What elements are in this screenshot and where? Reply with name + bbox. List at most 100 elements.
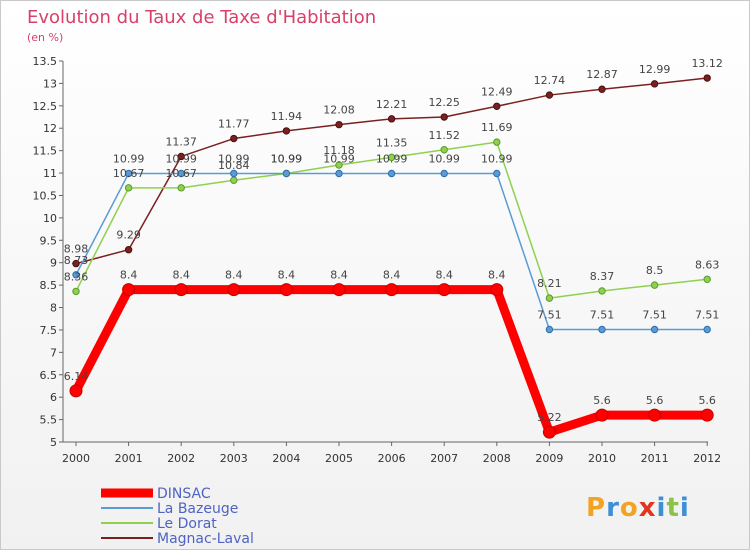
data-point-dinsac (227, 283, 241, 297)
data-label-magnac-laval: 12.87 (586, 68, 618, 81)
data-point-le-dorat (72, 287, 80, 296)
y-tick-label: 9 (50, 257, 57, 270)
data-label-la-bazeuge: 10.99 (428, 153, 460, 166)
data-label-la-bazeuge: 10.99 (323, 153, 355, 166)
data-point-magnac-laval (177, 152, 185, 161)
y-tick-label: 10 (43, 212, 57, 225)
data-point-la-bazeuge (598, 325, 606, 334)
x-tick-label: 2003 (220, 452, 248, 465)
data-point-le-dorat (124, 184, 133, 192)
data-label-le-dorat: 8.37 (590, 270, 615, 283)
x-tick-label: 2012 (693, 452, 721, 465)
data-point-magnac-laval (335, 120, 343, 129)
data-point-dinsac (437, 283, 451, 297)
chart-title: Evolution du Taux de Taxe d'Habitation (27, 7, 377, 28)
data-point-magnac-laval (230, 134, 238, 143)
data-label-la-bazeuge: 10.99 (113, 153, 145, 166)
data-point-dinsac (490, 283, 504, 297)
data-label-la-bazeuge: 8.73 (64, 254, 89, 267)
data-label-dinsac: 6.14 (64, 370, 89, 383)
y-tick-label: 11 (43, 167, 57, 180)
data-label-magnac-laval: 12.99 (639, 63, 671, 76)
y-tick-label: 6.5 (40, 369, 58, 382)
y-tick-label: 6 (50, 391, 57, 404)
data-label-dinsac: 8.4 (120, 269, 138, 282)
data-point-la-bazeuge (72, 271, 80, 279)
data-label-magnac-laval: 12.49 (481, 85, 513, 98)
y-tick-label: 12.5 (33, 100, 58, 113)
data-point-le-dorat (387, 153, 396, 162)
data-label-dinsac: 8.4 (330, 269, 348, 282)
data-label-le-dorat: 10.67 (113, 167, 145, 180)
data-point-magnac-laval (387, 115, 396, 123)
data-label-dinsac: 5.6 (698, 394, 716, 407)
y-tick-label: 8.5 (40, 279, 58, 292)
data-label-le-dorat: 10.84 (218, 159, 250, 172)
data-point-magnac-laval (72, 259, 80, 268)
data-point-le-dorat (335, 161, 343, 169)
data-label-dinsac: 8.4 (278, 269, 296, 282)
data-label-magnac-laval: 11.94 (271, 110, 303, 123)
data-point-la-bazeuge (493, 169, 501, 178)
data-label-dinsac: 5.22 (537, 411, 562, 424)
y-tick-label: 10.5 (33, 189, 58, 202)
data-label-dinsac: 8.4 (172, 269, 190, 282)
legend-label-magnac-laval: Magnac-Laval (157, 531, 254, 547)
data-point-la-bazeuge (230, 169, 238, 178)
y-tick-label: 13.5 (33, 55, 58, 68)
data-point-la-bazeuge (282, 169, 291, 178)
data-point-la-bazeuge (440, 169, 448, 178)
y-tick-label: 12 (43, 122, 57, 135)
data-label-dinsac: 8.4 (225, 269, 243, 282)
y-tick-label: 7.5 (40, 324, 58, 337)
y-tick-label: 9.5 (40, 234, 58, 247)
y-tick-label: 5 (50, 436, 57, 449)
data-label-le-dorat: 8.21 (537, 277, 562, 290)
y-tick-label: 7 (50, 346, 57, 359)
data-label-la-bazeuge: 10.99 (481, 153, 513, 166)
data-point-le-dorat (493, 138, 501, 146)
x-tick-label: 2007 (430, 452, 458, 465)
data-point-le-dorat (545, 294, 554, 302)
data-point-le-dorat (440, 146, 448, 154)
x-tick-label: 2006 (378, 452, 406, 465)
data-label-magnac-laval: 11.77 (218, 118, 250, 131)
data-label-la-bazeuge: 7.51 (537, 308, 562, 321)
data-point-la-bazeuge (387, 169, 396, 178)
y-tick-label: 5.5 (40, 414, 58, 427)
x-tick-label: 2011 (641, 452, 669, 465)
data-point-magnac-laval (703, 74, 711, 82)
data-point-dinsac (122, 283, 136, 297)
data-point-magnac-laval (545, 91, 554, 99)
data-label-le-dorat: 11.18 (323, 144, 355, 157)
data-point-la-bazeuge (703, 325, 711, 334)
data-label-magnac-laval: 9.29 (116, 229, 141, 242)
x-tick-label: 2001 (115, 452, 143, 465)
x-tick-label: 2008 (483, 452, 511, 465)
data-point-dinsac (542, 425, 556, 439)
data-point-dinsac (648, 408, 662, 422)
data-point-magnac-laval (124, 246, 133, 254)
data-point-dinsac (385, 283, 399, 297)
data-point-magnac-laval (598, 85, 606, 93)
x-tick-label: 2009 (535, 452, 563, 465)
data-point-dinsac (700, 408, 714, 422)
data-label-le-dorat: 11.35 (376, 136, 408, 149)
data-label-le-dorat: 8.5 (646, 264, 664, 277)
proxiti-logo: Proxiti (586, 493, 690, 523)
data-label-dinsac: 8.4 (488, 269, 506, 282)
data-label-la-bazeuge: 10.99 (271, 153, 303, 166)
data-point-le-dorat (598, 287, 606, 295)
data-label-magnac-laval: 12.25 (428, 96, 460, 109)
y-tick-label: 8 (50, 302, 57, 315)
data-label-le-dorat: 8.36 (64, 270, 89, 283)
data-label-magnac-laval: 13.12 (691, 57, 723, 70)
x-tick-label: 2002 (167, 452, 195, 465)
data-label-le-dorat: 10.67 (165, 167, 197, 180)
data-label-le-dorat: 10.99 (271, 153, 303, 166)
legend-label-la-bazeuge: La Bazeuge (157, 501, 238, 517)
data-label-le-dorat: 11.52 (428, 129, 460, 142)
data-label-magnac-laval: 12.08 (323, 104, 355, 117)
